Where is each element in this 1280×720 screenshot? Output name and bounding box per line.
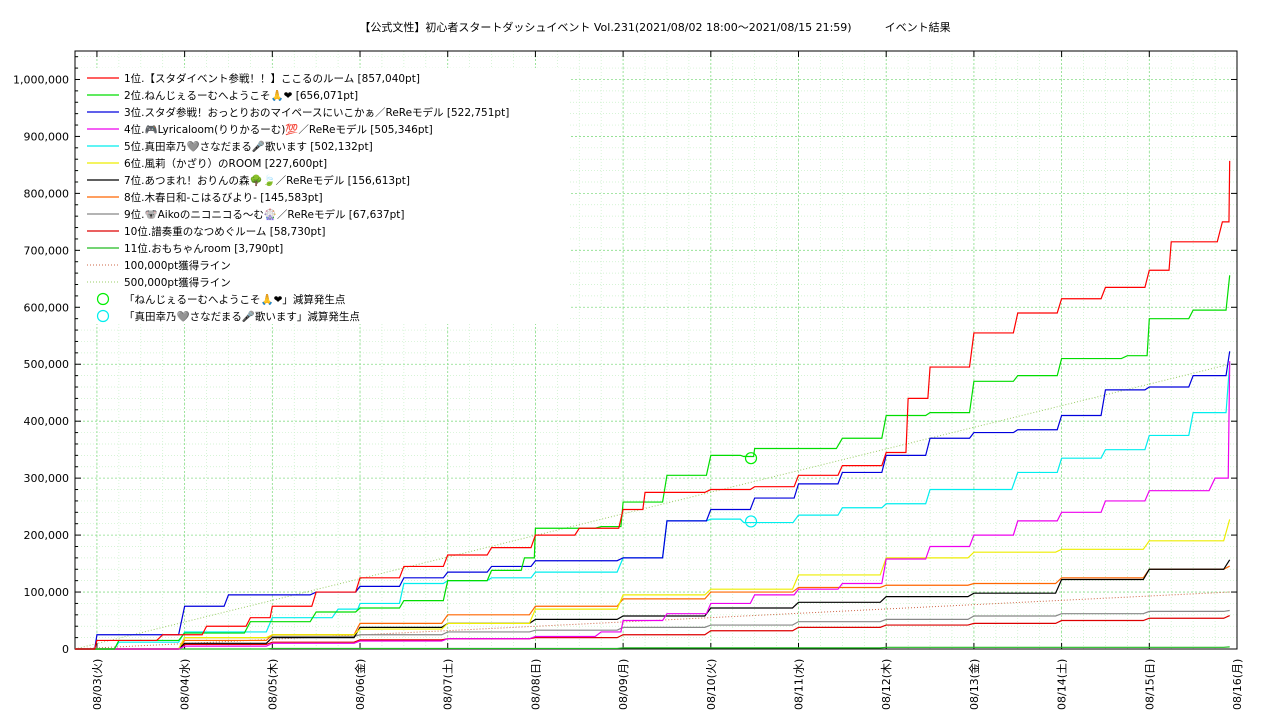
series-line bbox=[75, 160, 1231, 650]
legend-label: 100,000pt獲得ライン bbox=[124, 259, 231, 272]
x-tick-label: 08/08(日) bbox=[529, 659, 542, 710]
legend-label: 2位.ねんじぇるーむへようこそ🙏❤ [656,071pt] bbox=[124, 89, 358, 102]
legend-label: 7位.あつまれ！おりんの森🌳🍃／ReReモデル [156,613pt] bbox=[124, 174, 410, 187]
x-tick-label: 08/09(月) bbox=[617, 659, 630, 710]
series-line bbox=[75, 609, 1230, 650]
y-tick-label: 500,000 bbox=[24, 358, 70, 371]
legend-label: 3位.スタダ参戦！おっとりおのマイペースにいこかぁ／ReReモデル [522,7… bbox=[124, 106, 509, 119]
series-line bbox=[75, 646, 1230, 650]
axes: 0 100,000 200,000 300,000 400,000 500,000 600,… bbox=[13, 50, 1244, 710]
x-tick-label: 08/07(土) bbox=[442, 659, 455, 710]
x-tick-label: 08/15(日) bbox=[1143, 659, 1156, 710]
deduction-marker bbox=[744, 452, 758, 465]
x-tick-label: 08/10(火) bbox=[705, 659, 718, 710]
legend-label: 500,000pt獲得ライン bbox=[124, 276, 231, 289]
x-tick-label: 08/04(水) bbox=[179, 659, 192, 710]
legend-label: 11位.おもちゃんroom [3,790pt] bbox=[124, 242, 283, 255]
x-tick-label: 08/05(木) bbox=[266, 659, 279, 710]
series-line bbox=[75, 275, 1231, 650]
plot-frame bbox=[74, 50, 1238, 650]
y-tick-label: 0 bbox=[62, 643, 69, 656]
series-line bbox=[75, 559, 1231, 650]
legend-label: 6位.風莉（かざり）のROOM [227,600pt] bbox=[124, 157, 327, 170]
y-tick-label: 300,000 bbox=[24, 472, 70, 485]
y-tick-label: 1,000,000 bbox=[13, 73, 69, 86]
markers bbox=[744, 452, 758, 528]
legend-label: 9位.🐨Aikoのニコニコる〜む🎡／ReReモデル [67,637pt] bbox=[124, 208, 405, 221]
reference-lines bbox=[74, 363, 1230, 650]
x-tick-label: 08/12(木) bbox=[880, 659, 893, 710]
y-tick-label: 100,000 bbox=[24, 586, 70, 599]
x-tick-label: 08/16(月) bbox=[1231, 659, 1244, 710]
deduction-marker bbox=[744, 515, 758, 528]
y-tick-label: 900,000 bbox=[24, 130, 70, 143]
legend-label: 「真田幸乃🩶さなだまる🎤歌います」減算発生点 bbox=[124, 310, 360, 323]
legend-label: 4位.🎮Lyricaloom(りりかるーむ)💯／ReReモデル [505,346… bbox=[124, 123, 433, 136]
y-tick-label: 400,000 bbox=[24, 415, 70, 428]
legend-label: 8位.木春日和-こはるびより- [145,583pt] bbox=[124, 191, 323, 204]
x-tick-label: 08/13(金) bbox=[967, 659, 981, 710]
series-line bbox=[75, 519, 1231, 650]
series-line bbox=[75, 361, 1231, 650]
legend: 1位.【スタダイベント参戦！！】ここるのルーム [857,040pt] 2位.ねん… bbox=[80, 68, 570, 324]
y-tick-label: 700,000 bbox=[24, 244, 70, 257]
y-tick-label: 800,000 bbox=[24, 187, 70, 200]
legend-marker bbox=[96, 292, 110, 306]
legend-marker bbox=[96, 309, 110, 323]
legend-label: 5位.真田幸乃🩶さなだまる🎤歌います [502,132pt] bbox=[124, 140, 373, 153]
x-tick-label: 08/14(土) bbox=[1056, 659, 1069, 710]
legend-label: 「ねんじぇるーむへようこそ🙏❤」減算発生点 bbox=[124, 293, 345, 306]
x-tick-label: 08/06(金) bbox=[353, 659, 367, 710]
series-line bbox=[75, 615, 1230, 650]
y-tick-label: 600,000 bbox=[24, 301, 70, 314]
reference-line bbox=[74, 363, 1230, 650]
legend-label: 10位.譜奏重のなつめぐルーム [58,730pt] bbox=[124, 225, 325, 238]
y-tick-label: 200,000 bbox=[24, 529, 70, 542]
series-line bbox=[75, 362, 1231, 650]
chart-title: 【公式文性】初心者スタートダッシュイベント Vol.231(2021/08/02… bbox=[359, 21, 951, 34]
legend-box bbox=[80, 68, 570, 324]
x-tick-label: 08/11(水) bbox=[793, 659, 806, 710]
legend-label: 1位.【スタダイベント参戦！！】ここるのルーム [857,040pt] bbox=[124, 72, 420, 85]
series-line bbox=[75, 565, 1230, 650]
series-lines bbox=[75, 160, 1231, 650]
x-tick-label: 08/03(火) bbox=[91, 659, 104, 710]
series-line bbox=[75, 351, 1231, 650]
